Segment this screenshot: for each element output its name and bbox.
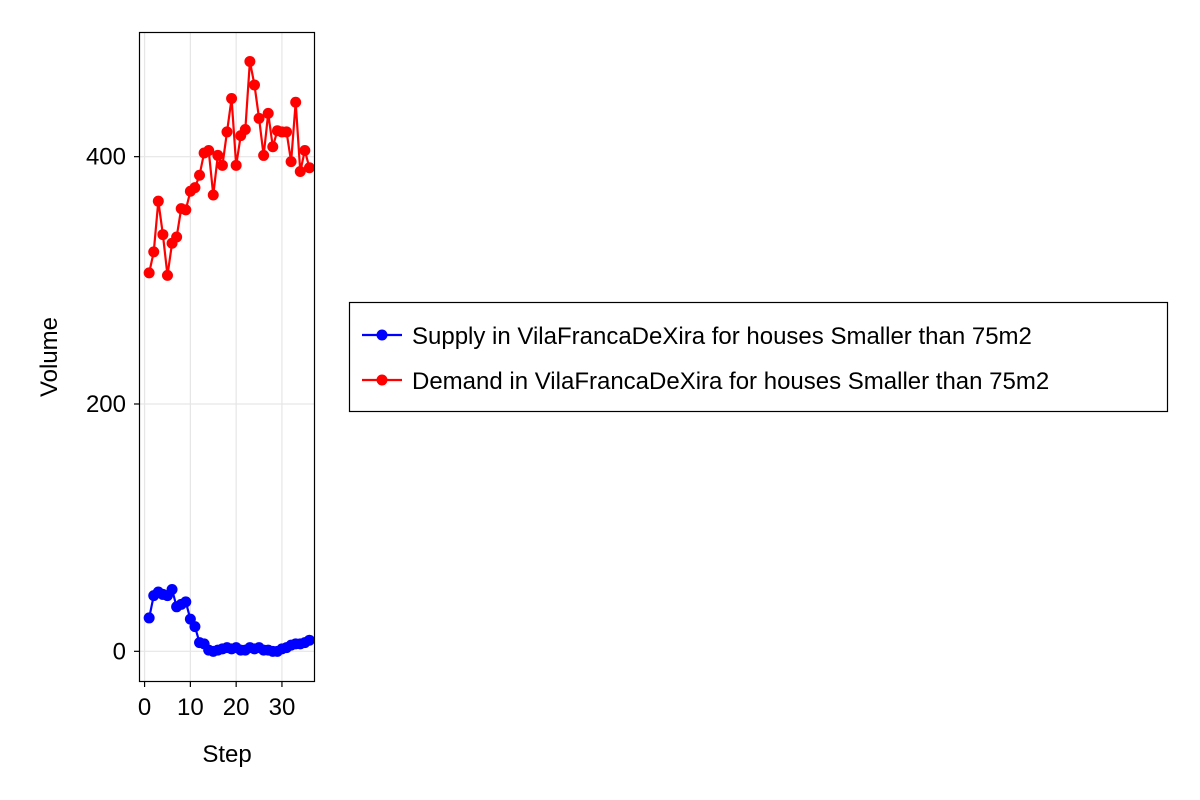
data-point-supply (166, 583, 178, 595)
data-point-demand (262, 107, 274, 119)
data-point-demand (221, 126, 233, 138)
x-axis-label: Step (202, 741, 251, 768)
data-point-supply (180, 596, 192, 608)
data-point-demand (143, 267, 155, 279)
legend-label-supply: Supply in VilaFrancaDeXira for houses Sm… (412, 323, 1032, 350)
data-point-demand (294, 166, 306, 178)
data-point-demand (189, 182, 201, 194)
y-tick-label: 200 (86, 391, 126, 418)
x-tick-label: 20 (223, 694, 250, 721)
y-tick-label: 0 (113, 638, 126, 665)
data-point-demand (267, 141, 279, 153)
legend: Supply in VilaFrancaDeXira for houses Sm… (348, 301, 1169, 413)
x-tick-label: 0 (138, 694, 151, 721)
y-tick-label: 400 (86, 144, 126, 171)
data-point-demand (239, 123, 251, 135)
data-point-demand (290, 96, 302, 108)
data-point-demand (230, 159, 242, 171)
data-point-demand (258, 149, 270, 161)
data-point-demand (248, 79, 260, 91)
data-point-demand (285, 156, 297, 168)
x-tick-label: 30 (269, 694, 296, 721)
data-point-demand (180, 204, 192, 216)
series-line-supply (148, 588, 310, 653)
data-point-demand (253, 112, 265, 124)
data-point-supply (143, 612, 155, 624)
legend-swatch-marker-demand (376, 374, 388, 386)
legend-label-demand: Demand in VilaFrancaDeXira for houses Sm… (412, 368, 1049, 395)
data-point-demand (152, 195, 164, 207)
data-point-demand (303, 162, 315, 174)
data-point-demand (148, 246, 160, 258)
data-point-demand (171, 231, 183, 243)
data-point-demand (212, 149, 224, 161)
data-point-demand (203, 144, 215, 156)
data-point-demand (226, 93, 238, 105)
series-layer (143, 55, 315, 657)
data-point-demand (216, 159, 228, 171)
plot-frame (138, 31, 316, 683)
legend-box (348, 301, 1169, 413)
data-point-demand (244, 55, 256, 67)
legend-swatch-marker-supply (376, 329, 388, 341)
y-axis-label: Volume (36, 317, 63, 397)
data-point-demand (299, 144, 311, 156)
data-point-supply (189, 621, 201, 633)
data-point-supply (303, 634, 315, 646)
data-point-demand (161, 269, 173, 281)
data-point-demand (281, 126, 293, 138)
data-point-demand (157, 229, 169, 241)
x-tick-label: 10 (177, 694, 204, 721)
axis-ticks: 0 10 20 30 0 200 400 (86, 144, 295, 721)
data-point-demand (194, 169, 206, 181)
data-point-demand (207, 189, 219, 201)
